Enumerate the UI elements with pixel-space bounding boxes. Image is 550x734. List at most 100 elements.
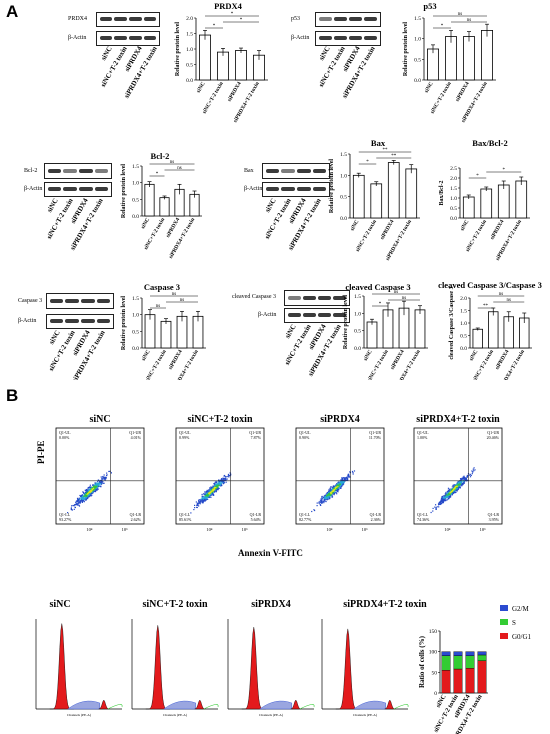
- y-tick-label: 0.0: [340, 216, 347, 222]
- x-tick-label: 10⁴: [326, 527, 333, 532]
- flow-event: [94, 490, 97, 493]
- y-tick-label: 100: [429, 650, 438, 656]
- bar: [463, 36, 475, 81]
- flow-event: [97, 484, 99, 486]
- flow-event: [326, 494, 328, 496]
- flow-event: [220, 483, 222, 485]
- flow-event: [460, 479, 462, 481]
- flow-event: [455, 485, 457, 488]
- flow-event: [213, 491, 216, 493]
- flow-event: [328, 491, 330, 493]
- bar: [144, 183, 155, 217]
- significance-label: ns: [156, 304, 161, 309]
- cell-cycle-title: siNC+T-2 toxin: [142, 599, 208, 610]
- flow-event: [441, 499, 443, 502]
- flow-event: [217, 488, 219, 490]
- quadrant-percent: 4.01%: [131, 435, 142, 440]
- flow-event: [214, 487, 216, 489]
- flow-event: [320, 501, 322, 503]
- flow-event: [78, 497, 80, 499]
- flow-event: [86, 490, 89, 492]
- flow-event: [223, 478, 225, 480]
- quadrant-label: Q1-UR: [369, 430, 381, 435]
- flow-event: [77, 499, 79, 501]
- significance-label: **: [483, 304, 489, 309]
- stacked-bar-segment: [441, 655, 451, 671]
- flow-event: [104, 477, 107, 479]
- flow-event: [76, 500, 79, 502]
- flow-event: [324, 497, 327, 500]
- flow-event: [348, 476, 350, 478]
- flow-event: [473, 470, 475, 472]
- flow-event: [210, 494, 212, 496]
- flow-event: [207, 494, 209, 496]
- y-tick-label: 1.0: [186, 47, 193, 53]
- flow-event: [329, 496, 331, 499]
- flow-event: [334, 485, 336, 487]
- stacked-bar-segment: [453, 668, 463, 694]
- flow-event: [210, 487, 212, 490]
- flow-event: [201, 499, 203, 501]
- flow-event: [455, 488, 457, 490]
- flow-event: [91, 488, 93, 490]
- quadrant-label: Q1-UL: [59, 430, 71, 435]
- flow-event: [104, 479, 106, 481]
- flow-event: [212, 486, 214, 488]
- flow-event: [88, 488, 90, 490]
- flow-event: [210, 486, 212, 488]
- flow-event: [328, 493, 330, 495]
- debris-curve: [299, 704, 315, 710]
- flow-event: [452, 489, 454, 492]
- flow-event: [336, 490, 338, 493]
- flow-event: [197, 502, 200, 504]
- flow-event: [443, 495, 445, 497]
- y-tick-label: 1.5: [340, 152, 347, 158]
- flow-event: [202, 499, 204, 501]
- flow-event: [205, 496, 207, 498]
- flow-event: [200, 498, 202, 500]
- flow-event: [79, 501, 81, 503]
- flow-event: [335, 485, 337, 487]
- flow-event: [321, 495, 323, 498]
- flow-plot-frame: [175, 427, 265, 525]
- flow-event: [441, 497, 443, 500]
- flow-event: [93, 487, 95, 489]
- flow-event: [216, 486, 218, 488]
- flow-event: [444, 498, 446, 500]
- x-tick-label: siPRDX4: [494, 349, 510, 371]
- flow-event: [73, 508, 75, 510]
- flow-event: [92, 489, 94, 492]
- flow-event: [78, 504, 80, 506]
- bar: [515, 180, 528, 219]
- flow-event: [448, 489, 451, 492]
- flow-event: [221, 480, 223, 483]
- flow-event: [450, 495, 452, 497]
- flow-event: [204, 496, 206, 498]
- flow-event: [82, 495, 84, 498]
- quadrant-percent: 93.27%: [59, 517, 72, 522]
- flow-event: [329, 495, 331, 497]
- flow-event: [212, 489, 214, 491]
- bar: [370, 183, 383, 219]
- flow-event: [202, 501, 204, 503]
- legend-label: G0/G1: [512, 633, 532, 641]
- flow-event: [214, 486, 217, 488]
- flow-event: [331, 494, 333, 497]
- x-axis-label: Channels (PE-A): [353, 713, 378, 717]
- flow-event: [222, 483, 224, 485]
- flow-event: [333, 491, 335, 493]
- flow-event: [82, 497, 85, 500]
- flow-event: [206, 497, 208, 500]
- quadrant-percent: 0.90%: [299, 435, 310, 440]
- flow-event: [331, 491, 333, 493]
- y-tick-label: 0.5: [460, 334, 467, 340]
- flow-event: [202, 501, 204, 503]
- flow-event: [439, 501, 442, 504]
- flow-event: [447, 498, 449, 500]
- flow-event: [97, 486, 100, 488]
- flow-event: [213, 485, 215, 487]
- blot-label-bcl2: Bcl-2: [24, 168, 38, 174]
- flow-event: [453, 489, 455, 491]
- flow-event: [214, 482, 216, 485]
- flow-event: [334, 487, 336, 489]
